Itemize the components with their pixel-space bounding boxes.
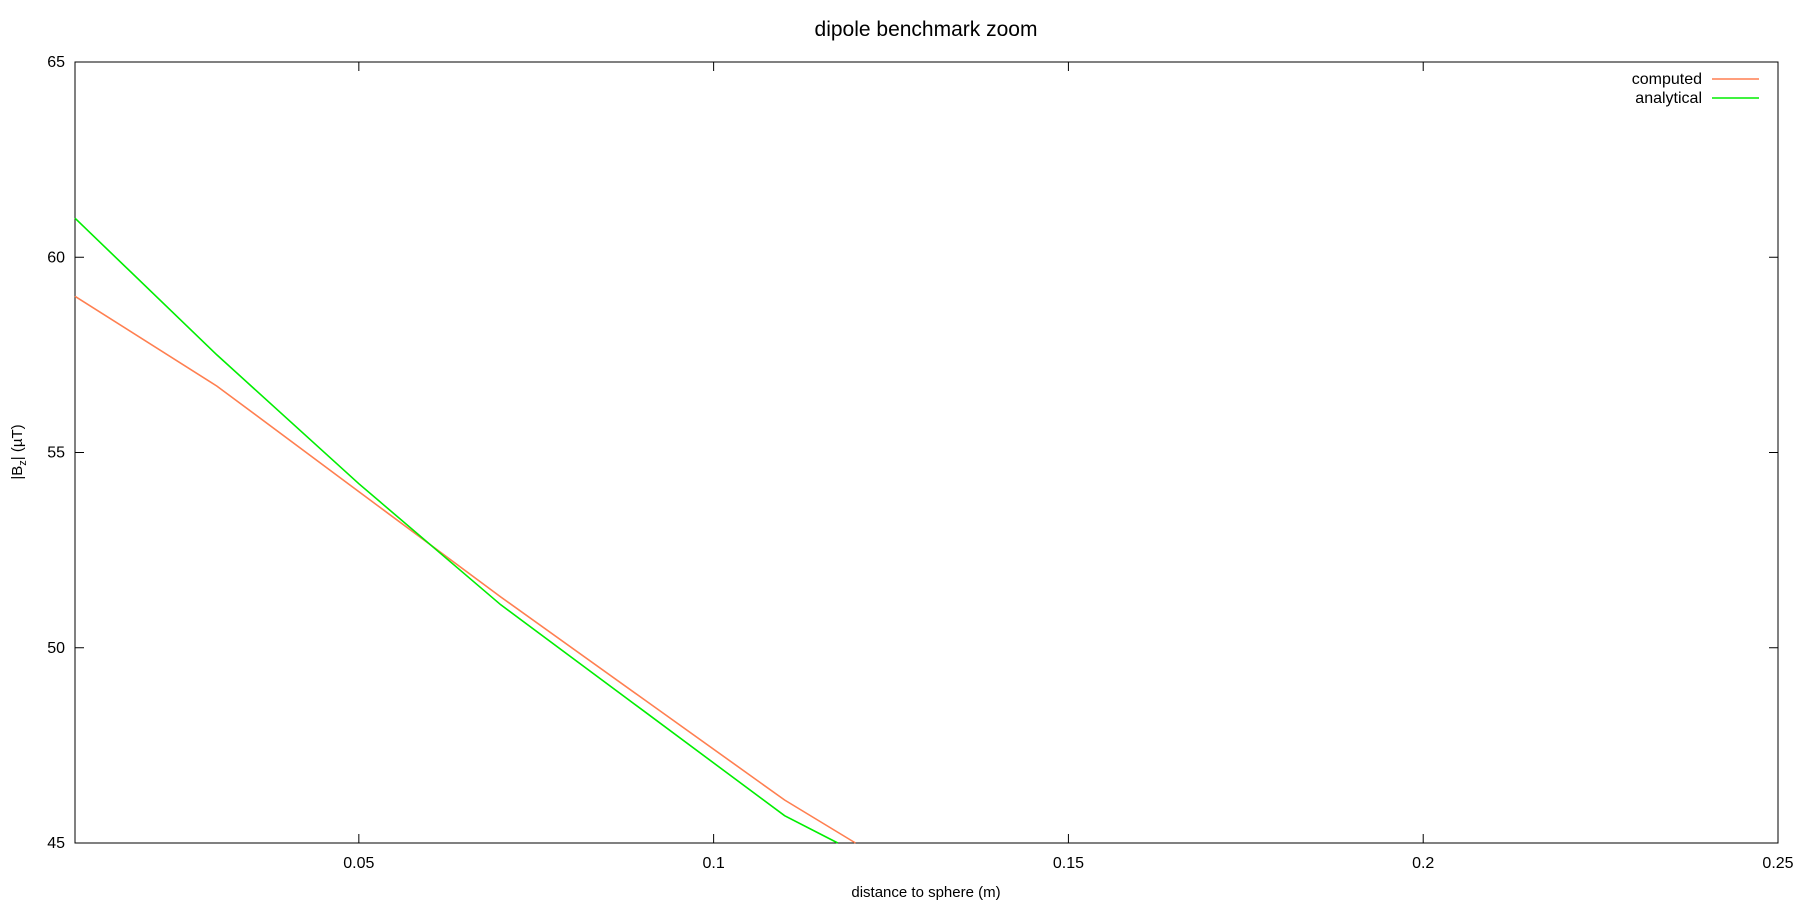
y-tick-label: 45 [47, 835, 65, 852]
x-tick-label: 0.2 [1412, 855, 1434, 872]
series-layer [74, 217, 856, 844]
x-axis-ticks: 0.05 0.1 0.15 0.2 0.25 [343, 62, 1794, 872]
series-line-analytical [74, 217, 839, 844]
y-axis-label-main: |B [9, 466, 26, 480]
y-tick-label: 65 [47, 54, 65, 71]
x-tick-label: 0.15 [1053, 855, 1084, 872]
y-axis-label: |Bz| (µT) [9, 424, 29, 479]
legend-label-computed: computed [1632, 71, 1702, 88]
plot-frame [74, 61, 1779, 844]
x-tick-label: 0.25 [1762, 855, 1793, 872]
y-axis-ticks: 45 50 55 60 65 [47, 54, 1778, 852]
y-tick-label: 50 [47, 640, 65, 657]
y-axis-label-subscript: z [17, 460, 29, 466]
x-tick-label: 0.1 [703, 855, 725, 872]
y-axis-label-tail: | (µT) [9, 424, 26, 460]
legend: computed analytical [1632, 71, 1759, 107]
y-tick-label: 60 [47, 249, 65, 266]
legend-label-analytical: analytical [1635, 90, 1702, 107]
series-line-computed [74, 295, 856, 844]
y-tick-label: 55 [47, 445, 65, 462]
x-axis-label: distance to sphere (m) [851, 884, 1000, 900]
chart-title: dipole benchmark zoom [815, 18, 1038, 41]
x-tick-label: 0.05 [343, 855, 374, 872]
